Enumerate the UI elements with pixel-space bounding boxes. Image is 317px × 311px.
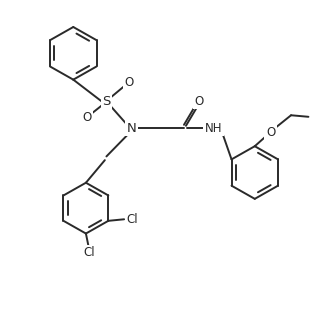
Text: NH: NH bbox=[205, 122, 223, 135]
Text: Cl: Cl bbox=[127, 213, 139, 226]
Text: S: S bbox=[102, 95, 111, 108]
Text: O: O bbox=[194, 95, 204, 108]
Text: O: O bbox=[125, 76, 134, 89]
Text: N: N bbox=[127, 122, 137, 135]
Text: Cl: Cl bbox=[83, 246, 95, 259]
Text: O: O bbox=[266, 126, 275, 139]
Text: O: O bbox=[82, 111, 92, 124]
